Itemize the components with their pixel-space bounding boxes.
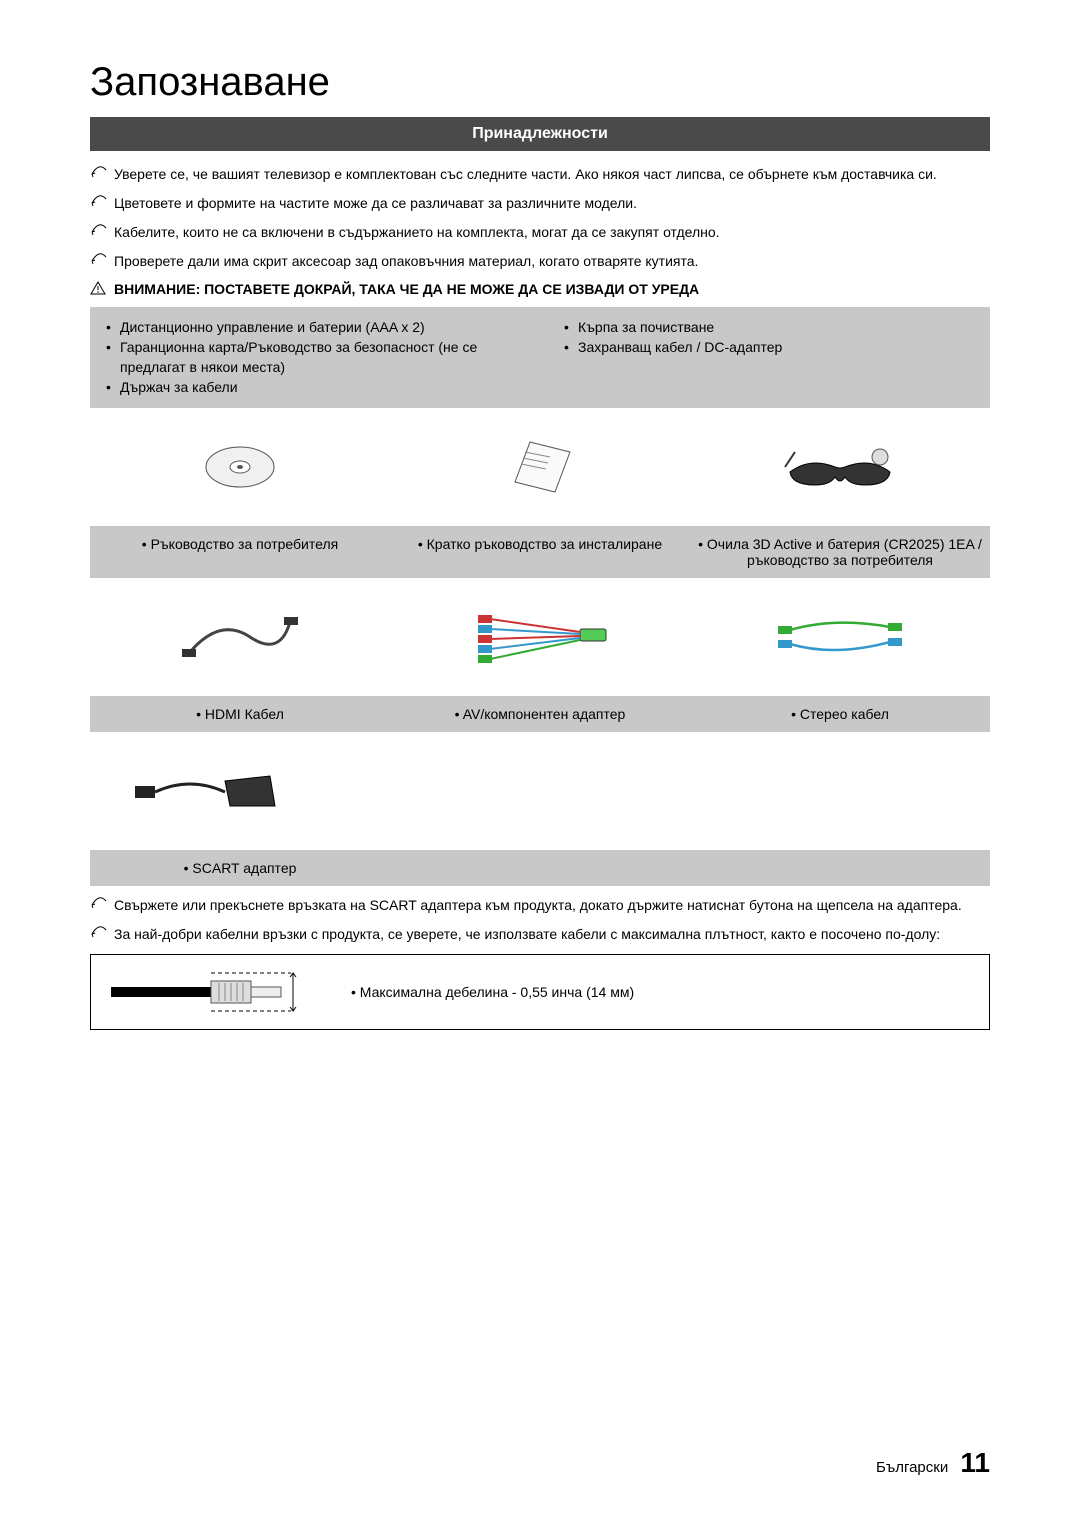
section-header-accessories: Принадлежности: [90, 117, 990, 151]
list-item: Дистанционно управление и батерии (AAA x…: [102, 317, 520, 337]
note-text: Проверете дали има скрит аксесоар зад оп…: [114, 252, 698, 271]
note-3: Кабелите, които не са включени в съдържа…: [90, 223, 990, 242]
note-text: Свържете или прекъснете връзката на SCAR…: [114, 896, 962, 915]
item-image-row-3: [90, 732, 990, 850]
bottom-note-2: За най-добри кабелни връзки с продукта, …: [90, 925, 990, 944]
item-label: Стерео кабел: [791, 706, 889, 722]
thickness-label: Максимална дебелина - 0,55 инча (14 мм): [351, 984, 634, 1000]
included-list-right: Кърпа за почистване Захранващ кабел / DC…: [560, 317, 978, 358]
note-icon: [90, 925, 108, 939]
cable-thickness-box: Максимална дебелина - 0,55 инча (14 мм): [90, 954, 990, 1030]
bottom-note-1: Свържете или прекъснете връзката на SCAR…: [90, 896, 990, 915]
note-icon: [90, 165, 108, 179]
note-1: Уверете се, че вашият телевизор е компле…: [90, 165, 990, 184]
item-label: Кратко ръководство за инсталиране: [418, 536, 662, 552]
list-item: Гаранционна карта/Ръководство за безопас…: [102, 337, 520, 378]
item-label: Ръководство за потребителя: [142, 536, 338, 552]
item-label: HDMI Кабел: [196, 706, 284, 722]
item-image-row-1: [90, 408, 990, 526]
note-icon: [90, 194, 108, 208]
warning-text: ВНИМАНИЕ: ПОСТАВЕТЕ ДОКРАЙ, ТАКА ЧЕ ДА Н…: [114, 281, 699, 297]
stereo-cable-icon: [775, 592, 905, 682]
note-icon: [90, 896, 108, 910]
item-image-row-2: [90, 578, 990, 696]
note-text: Уверете се, че вашият телевизор е компле…: [114, 165, 937, 184]
list-item: Захранващ кабел / DC-адаптер: [560, 337, 978, 357]
note-icon: [90, 223, 108, 237]
footer-language: Български: [876, 1459, 948, 1476]
item-label: Очила 3D Active и батерия (CR2025) 1EA /…: [698, 536, 982, 568]
item-label: SCART адаптер: [184, 860, 297, 876]
included-items-block: Дистанционно управление и батерии (AAA x…: [90, 307, 990, 408]
list-item: Държач за кабели: [102, 377, 520, 397]
cable-plug-icon: [111, 967, 311, 1017]
scart-adapter-icon: [130, 746, 280, 836]
item-label-row-3: SCART адаптер: [90, 850, 990, 886]
note-text: За най-добри кабелни връзки с продукта, …: [114, 925, 940, 944]
page-number: 11: [960, 1447, 990, 1478]
list-item: Кърпа за почистване: [560, 317, 978, 337]
warning-line: ВНИМАНИЕ: ПОСТАВЕТЕ ДОКРАЙ, ТАКА ЧЕ ДА Н…: [90, 281, 990, 297]
av-adapter-icon: [470, 592, 610, 682]
hdmi-cable-icon: [180, 592, 300, 682]
note-text: Цветовете и формите на частите може да с…: [114, 194, 637, 213]
glasses-3d-icon: [780, 422, 900, 512]
note-icon: [90, 252, 108, 266]
warning-icon: [90, 281, 108, 295]
paper-doc-icon: [495, 422, 585, 512]
item-label-row-2: HDMI Кабел AV/компонентен адаптер Стерео…: [90, 696, 990, 732]
note-2: Цветовете и формите на частите може да с…: [90, 194, 990, 213]
item-label-row-1: Ръководство за потребителя Кратко ръково…: [90, 526, 990, 578]
item-label: AV/компонентен адаптер: [455, 706, 626, 722]
page-footer: Български 11: [876, 1447, 990, 1479]
note-text: Кабелите, които не са включени в съдържа…: [114, 223, 720, 242]
cd-disc-icon: [200, 422, 280, 512]
note-4: Проверете дали има скрит аксесоар зад оп…: [90, 252, 990, 271]
page-title: Запознаване: [90, 60, 990, 105]
included-list-left: Дистанционно управление и батерии (AAA x…: [102, 317, 520, 398]
